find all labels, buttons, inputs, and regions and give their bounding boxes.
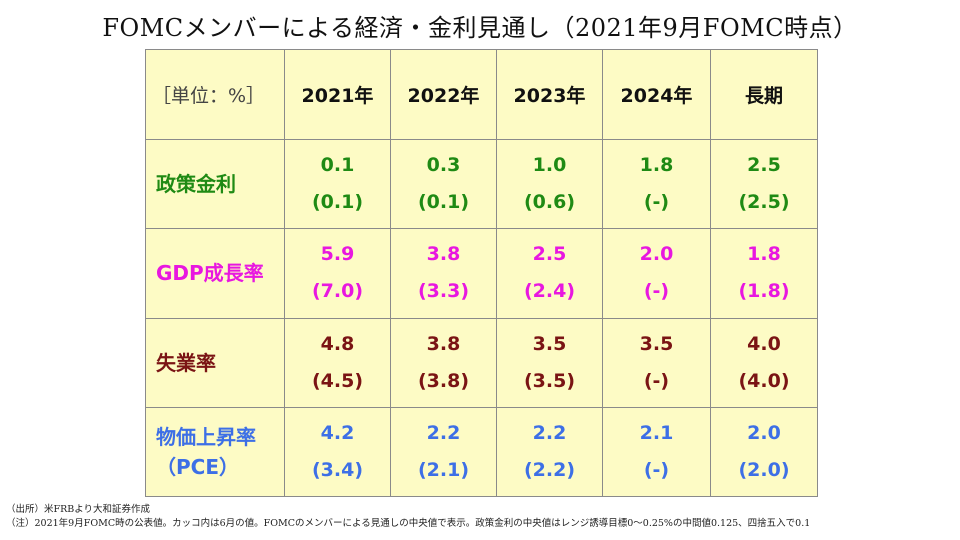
- june-value: (3.3): [417, 280, 470, 303]
- header-row: ［単位：%］ 2021年 2022年 2023年 2024年 長期: [145, 48, 818, 141]
- row-label-unemployment: 失業率: [145, 317, 285, 408]
- explanatory-note: （注）2021年9月FOMC時の公表値。カッコ内は6月の値。FOMCのメンバーに…: [6, 518, 811, 529]
- row-label-inflation: 物価上昇率 （PCE）: [145, 406, 285, 498]
- current-value: 2.5: [747, 154, 781, 177]
- cell: 2.5 (2.5): [710, 139, 818, 230]
- cell: 4.0 (4.0): [710, 317, 818, 408]
- june-value: (-): [643, 369, 670, 392]
- unit-label: ［単位：%］: [145, 48, 285, 141]
- june-value: (3.5): [523, 369, 576, 392]
- june-value: (-): [643, 191, 670, 214]
- current-value: 3.5: [639, 332, 674, 355]
- cell: 4.2 (3.4): [284, 406, 391, 498]
- june-value: (3.8): [417, 369, 470, 392]
- current-value: 2.2: [532, 421, 567, 444]
- june-value: (1.8): [738, 280, 790, 303]
- cell: 2.5 (2.4): [496, 228, 603, 319]
- cell: 0.3 (0.1): [390, 139, 497, 230]
- june-value: (4.0): [738, 369, 790, 392]
- june-value: (7.0): [311, 280, 364, 303]
- row-label-gdp-growth: GDP成長率: [145, 228, 285, 319]
- row-label-inflation-main: 物価上昇率: [156, 424, 256, 449]
- current-value: 4.0: [747, 332, 781, 355]
- column-header-2023: 2023年: [496, 48, 603, 141]
- current-value: 2.2: [426, 421, 461, 444]
- current-value: 0.3: [426, 154, 461, 177]
- current-value: 4.2: [320, 421, 355, 444]
- cell: 2.2 (2.1): [390, 406, 497, 498]
- current-value: 1.8: [639, 154, 674, 177]
- june-value: (-): [643, 458, 670, 481]
- june-value: (-): [643, 280, 670, 303]
- june-value: (2.0): [738, 458, 790, 481]
- page-title: FOMCメンバーによる経済・金利見通し（2021年9月FOMC時点）: [102, 14, 858, 42]
- june-value: (2.1): [417, 458, 470, 481]
- current-value: 3.8: [426, 243, 461, 266]
- june-value: (2.4): [523, 280, 576, 303]
- row-label-inflation-pce: （PCE）: [156, 454, 239, 479]
- june-value: (0.6): [523, 191, 576, 214]
- current-value: 4.8: [320, 332, 355, 355]
- current-value: 3.8: [426, 332, 461, 355]
- current-value: 3.5: [532, 332, 567, 355]
- june-value: (2.2): [523, 458, 576, 481]
- current-value: 5.9: [320, 243, 355, 266]
- row-unemployment: 失業率 4.8 (4.5) 3.8 (3.8) 3.5 (3.5) 3.5 (-) 4.…: [145, 317, 818, 408]
- column-header-2024: 2024年: [602, 48, 711, 141]
- cell: 2.1 (-): [602, 406, 711, 498]
- current-value: 2.1: [639, 421, 674, 444]
- current-value: 1.0: [532, 154, 567, 177]
- cell: 3.5 (3.5): [496, 317, 603, 408]
- footnotes: （出所）米FRBより大和証券作成 （注）2021年9月FOMC時の公表値。カッコ…: [6, 503, 810, 531]
- cell: 2.0 (-): [602, 228, 711, 319]
- june-value: (4.5): [311, 369, 364, 392]
- current-value: 2.5: [532, 243, 567, 266]
- cell: 3.8 (3.3): [390, 228, 497, 319]
- cell: 3.8 (3.8): [390, 317, 497, 408]
- cell: 0.1 (0.1): [284, 139, 391, 230]
- june-value: (2.5): [738, 191, 790, 214]
- column-header-long-run: 長期: [710, 48, 818, 141]
- row-label-policy-rate: 政策金利: [145, 139, 285, 230]
- june-value: (0.1): [417, 191, 470, 214]
- row-inflation-pce: 物価上昇率 （PCE） 4.2 (3.4) 2.2 (2.1) 2.2 (2.2) 2.…: [145, 406, 818, 498]
- cell: 5.9 (7.0): [284, 228, 391, 319]
- current-value: 0.1: [320, 154, 355, 177]
- cell: 1.8 (1.8): [710, 228, 818, 319]
- column-header-2022: 2022年: [390, 48, 497, 141]
- june-value: (3.4): [311, 458, 364, 481]
- cell: 3.5 (-): [602, 317, 711, 408]
- row-policy-rate: 政策金利 0.1 (0.1) 0.3 (0.1) 1.0 (0.6) 1.8 (-) 2…: [145, 139, 818, 230]
- june-value: (0.1): [311, 191, 364, 214]
- cell: 1.0 (0.6): [496, 139, 603, 230]
- current-value: 1.8: [747, 243, 781, 266]
- source-note: （出所）米FRBより大和証券作成: [6, 504, 151, 515]
- forecast-table: ［単位：%］ 2021年 2022年 2023年 2024年 長期 政策金利 0…: [145, 48, 818, 498]
- column-header-2021: 2021年: [284, 48, 391, 141]
- cell: 1.8 (-): [602, 139, 711, 230]
- current-value: 2.0: [747, 421, 781, 444]
- cell: 4.8 (4.5): [284, 317, 391, 408]
- row-gdp-growth: GDP成長率 5.9 (7.0) 3.8 (3.3) 2.5 (2.4) 2.0 (-)…: [145, 228, 818, 319]
- current-value: 2.0: [639, 243, 674, 266]
- cell: 2.2 (2.2): [496, 406, 603, 498]
- cell: 2.0 (2.0): [710, 406, 818, 498]
